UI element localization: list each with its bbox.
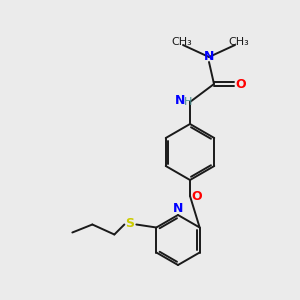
Text: N: N — [204, 50, 214, 64]
Text: N: N — [175, 94, 185, 107]
Text: H: H — [184, 97, 192, 107]
Text: S: S — [125, 217, 134, 230]
Text: O: O — [236, 77, 246, 91]
Text: N: N — [173, 202, 183, 214]
Text: CH₃: CH₃ — [172, 37, 192, 47]
Text: O: O — [192, 190, 202, 203]
Text: CH₃: CH₃ — [229, 37, 249, 47]
